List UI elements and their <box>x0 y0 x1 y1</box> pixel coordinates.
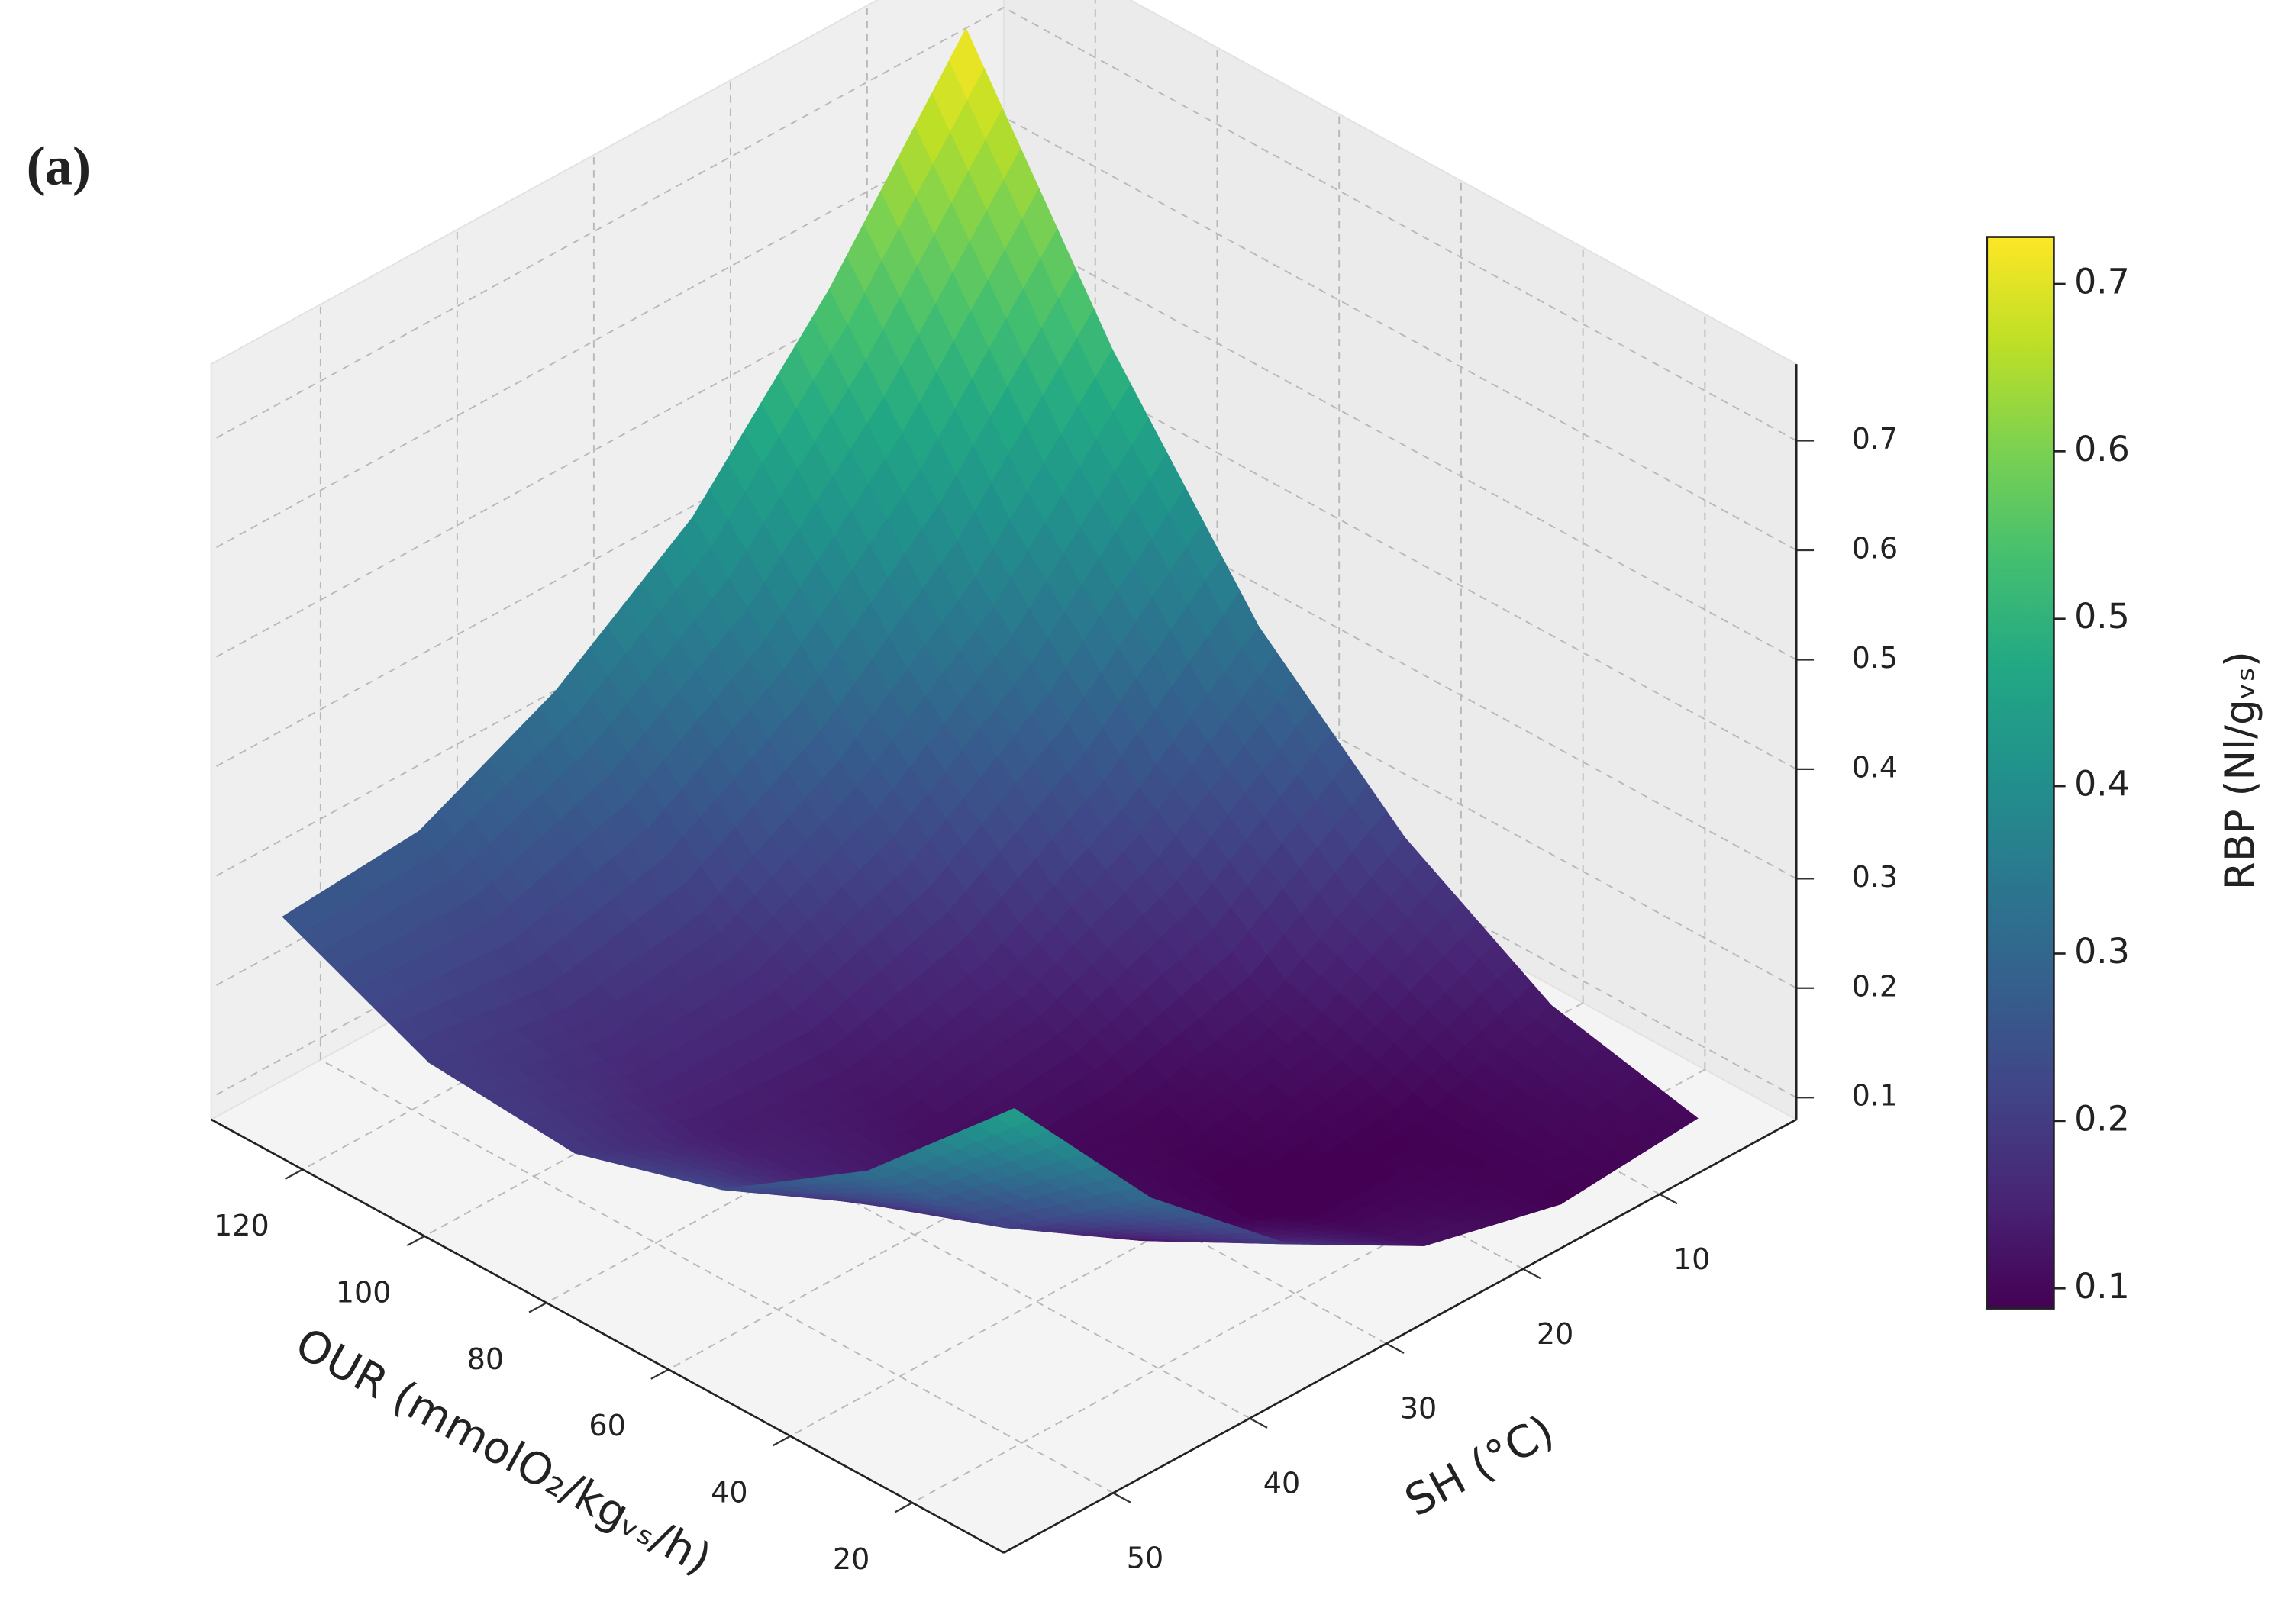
surface-cell <box>555 517 840 914</box>
surface-cell <box>427 1009 713 1154</box>
surface-cell <box>866 1108 1153 1229</box>
colorbar-tick-label: 0.6 <box>2074 429 2130 469</box>
surface-cell <box>1414 1004 1699 1205</box>
surface-cell <box>721 1170 1005 1229</box>
y-tick-mark <box>1249 1417 1268 1429</box>
y-tick-mark <box>1386 1342 1405 1354</box>
colorbar-tick-label: 0.4 <box>2074 764 2130 804</box>
colorbar-tick-label: 0.5 <box>2074 596 2130 636</box>
surface <box>282 27 1699 1247</box>
surface-cell <box>984 810 1270 1109</box>
colorbar-tick-label: 0.2 <box>2074 1098 2130 1139</box>
colorbar-gradient <box>1986 236 2055 1310</box>
surface-cell <box>975 348 1260 812</box>
x-tick-mark <box>528 1302 547 1313</box>
z-tick-label: 0.3 <box>1852 860 1899 894</box>
x-tick-mark <box>285 1168 303 1180</box>
z-tick-label: 0.1 <box>1852 1079 1899 1113</box>
y-tick-label: 20 <box>1537 1317 1573 1351</box>
surface-cell <box>565 912 850 1134</box>
x-tick-label: 20 <box>833 1542 869 1576</box>
surface-cell <box>828 27 1113 578</box>
x-tick-label: 80 <box>467 1342 504 1376</box>
grid-line <box>1003 116 1797 551</box>
x-tick-mark <box>650 1368 669 1380</box>
grid-line <box>1003 6 1797 442</box>
surface-cell <box>1121 625 1406 1001</box>
surface-facet <box>995 1108 1033 1128</box>
grid-line <box>211 116 1005 551</box>
grid-line <box>320 1058 1114 1494</box>
z-tick-label: 0.7 <box>1852 422 1899 456</box>
colorbar-tick-label: 0.1 <box>2074 1266 2130 1307</box>
axes: 20 40 60 80 100 120 10 20 30 40 50 0.1 0.2 0.3 0.4 0.5 0… <box>210 364 1899 1576</box>
colorbar: 0.1 0.2 0.3 0.4 0.5 0.6 0.7 <box>1986 236 2130 1310</box>
y-tick-label: 10 <box>1673 1242 1710 1276</box>
z-tick-label: 0.5 <box>1852 641 1899 675</box>
x-tick-mark <box>406 1235 425 1247</box>
grid-line <box>1003 225 1797 661</box>
surface-cell <box>282 830 566 1063</box>
surface-cell <box>1267 837 1552 1125</box>
y-tick-label: 40 <box>1263 1467 1300 1500</box>
x-tick-mark <box>772 1435 791 1447</box>
z-tick-label: 0.2 <box>1852 969 1899 1003</box>
surface-cell <box>838 576 1123 963</box>
x-tick-label: 120 <box>214 1209 269 1242</box>
grid-line <box>211 6 1005 442</box>
x-axis-line <box>210 1118 1005 1554</box>
y-tick-mark <box>1522 1268 1541 1280</box>
surface-cell <box>418 690 703 1010</box>
surface-cell <box>1276 1123 1563 1247</box>
x-tick-label: 100 <box>336 1275 392 1309</box>
y-tick-mark <box>1659 1193 1678 1205</box>
panel-label: (a) <box>27 134 91 196</box>
surface-cell <box>692 288 976 763</box>
colorbar-tick-label: 0.7 <box>2074 261 2130 301</box>
surface-cell <box>847 961 1133 1184</box>
y-tick-label: 30 <box>1400 1392 1437 1426</box>
colorbar-label: RBP (Nl/gᵥₛ) <box>2216 651 2264 890</box>
y-axis-line <box>1003 1118 1797 1554</box>
z-tick-label: 0.6 <box>1852 531 1899 565</box>
x-tick-mark <box>894 1502 913 1513</box>
y-tick-mark <box>1112 1492 1131 1503</box>
colorbar-tick-label: 0.3 <box>2074 931 2130 972</box>
y-tick-label: 50 <box>1127 1541 1163 1574</box>
z-tick-label: 0.4 <box>1852 750 1899 784</box>
x-tick-label: 60 <box>589 1409 625 1442</box>
surface-cell <box>702 761 986 1071</box>
x-tick-label: 40 <box>711 1476 747 1510</box>
